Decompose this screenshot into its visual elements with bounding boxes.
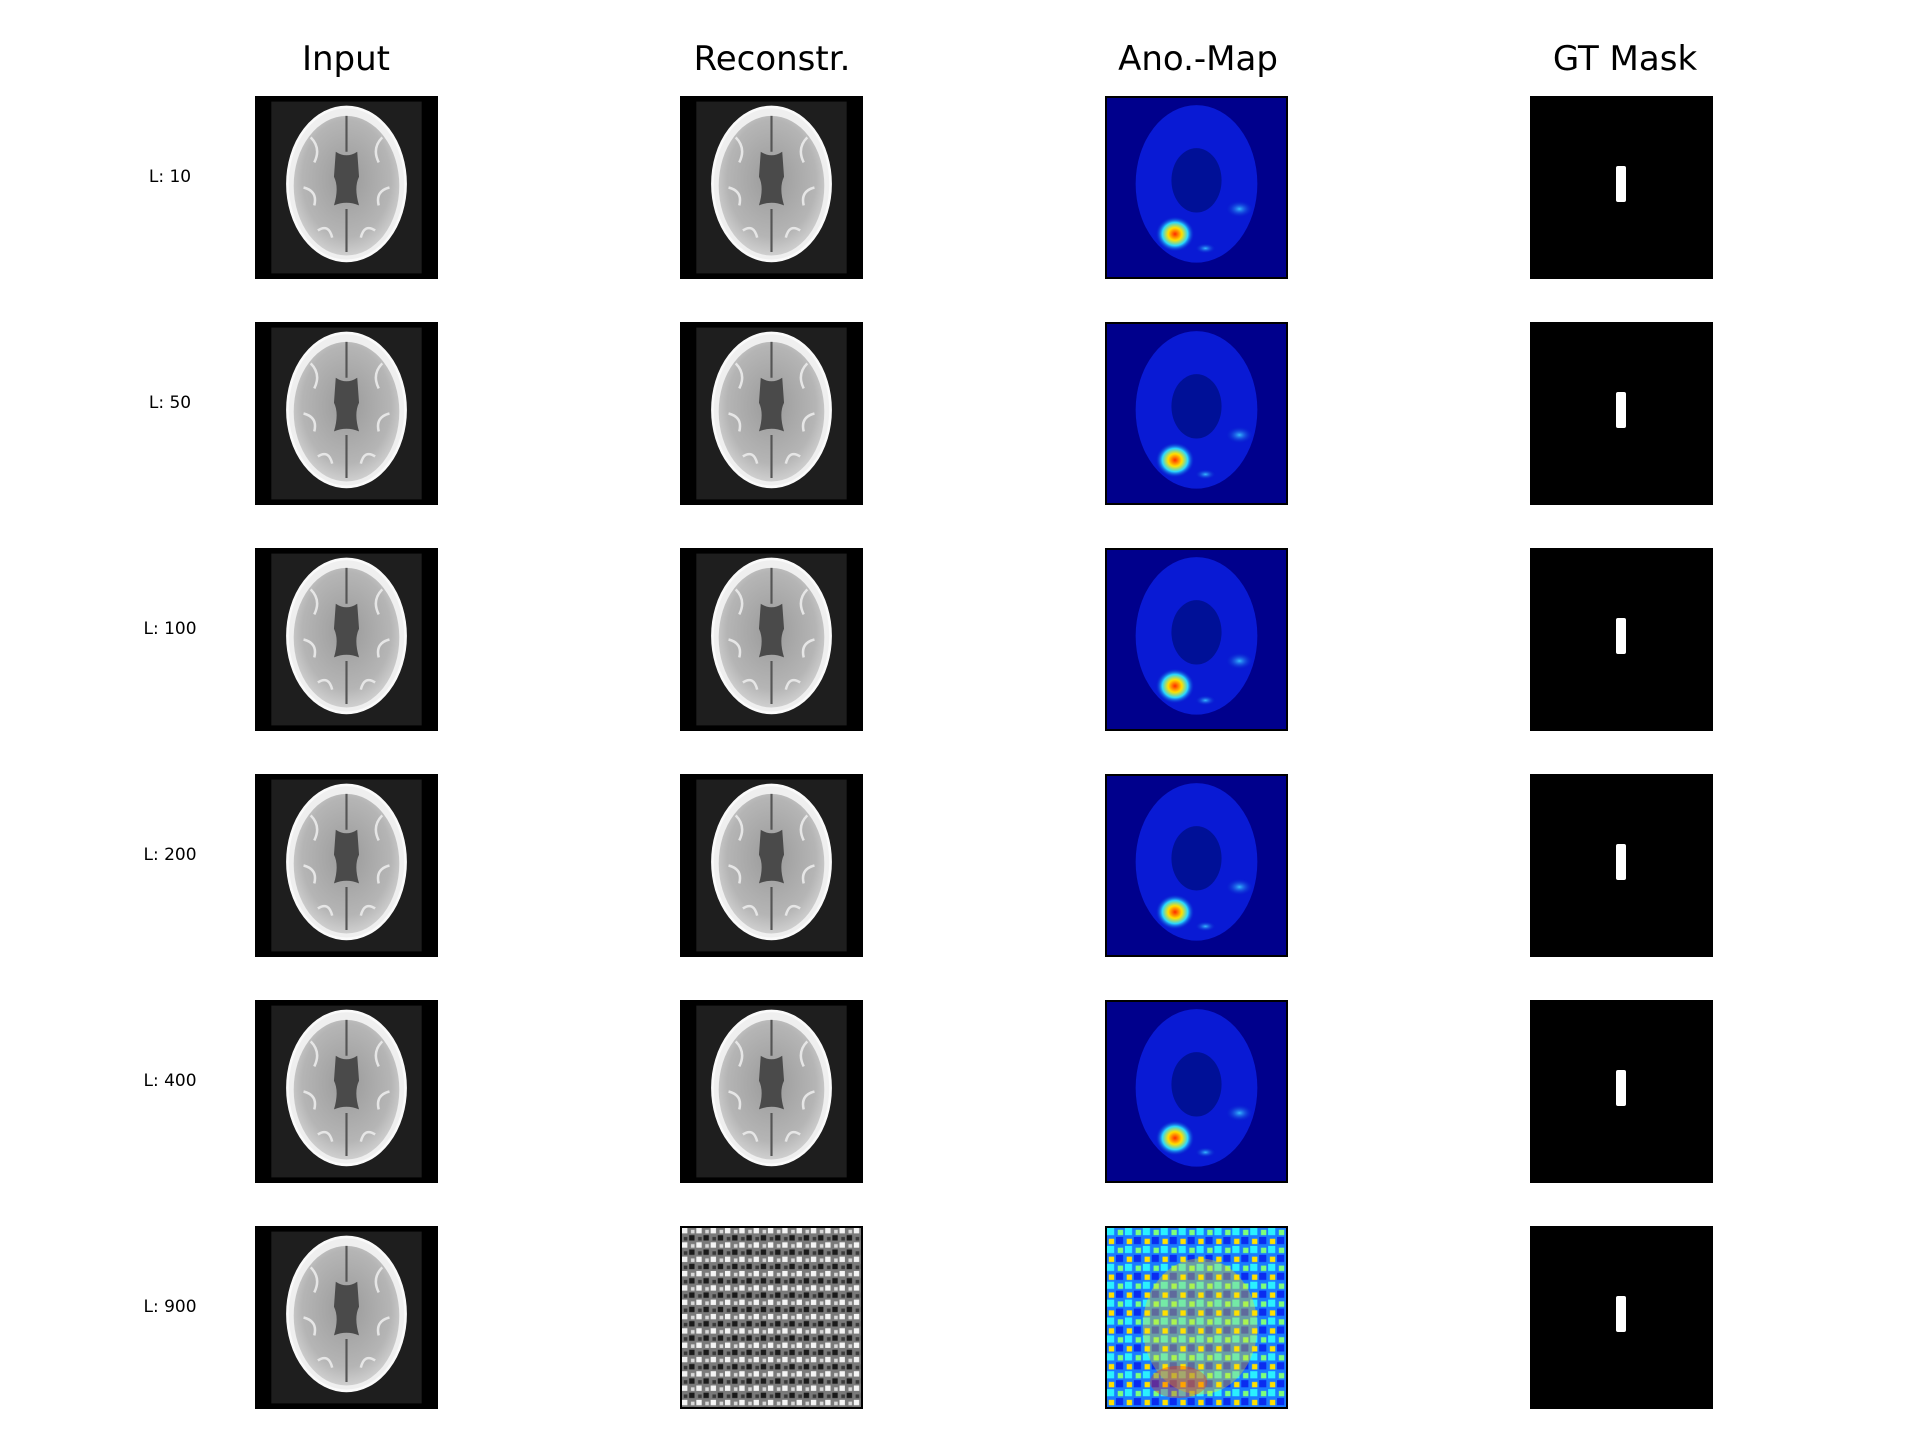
gt-mask-image — [1530, 96, 1713, 279]
reconstruction-image — [680, 1000, 863, 1183]
input-image — [255, 548, 438, 731]
reconstruction-image — [680, 548, 863, 731]
input-image — [255, 1000, 438, 1183]
row-label: L: 900 — [143, 1297, 197, 1317]
gt-mask-image — [1530, 1226, 1713, 1409]
input-image — [255, 96, 438, 279]
anomaly-map-image — [1105, 548, 1288, 731]
column-header-anomaly-map: Ano.-Map — [1118, 39, 1278, 79]
mask-region — [1616, 392, 1626, 428]
input-image — [255, 1226, 438, 1409]
input-image — [255, 774, 438, 957]
column-header-gt-mask: GT Mask — [1552, 39, 1698, 79]
gt-mask-image — [1530, 548, 1713, 731]
gt-mask-image — [1530, 774, 1713, 957]
anomaly-map-image — [1105, 774, 1288, 957]
row-label: L: 200 — [143, 845, 197, 865]
anomaly-map-image — [1105, 322, 1288, 505]
row-label: L: 50 — [148, 393, 192, 413]
mask-region — [1616, 1070, 1626, 1106]
anomaly-map-image — [1105, 1226, 1288, 1409]
anomaly-map-image — [1105, 96, 1288, 279]
gt-mask-image — [1530, 1000, 1713, 1183]
reconstruction-image — [680, 1226, 863, 1409]
row-label: L: 10 — [148, 167, 192, 187]
reconstruction-image — [680, 322, 863, 505]
column-header-input: Input — [301, 39, 391, 79]
row-label: L: 100 — [143, 619, 197, 639]
reconstruction-image — [680, 96, 863, 279]
gt-mask-image — [1530, 322, 1713, 505]
mask-region — [1616, 166, 1626, 202]
column-header-reconstruction: Reconstr. — [693, 39, 851, 79]
input-image — [255, 322, 438, 505]
mask-region — [1616, 618, 1626, 654]
reconstruction-image — [680, 774, 863, 957]
mask-region — [1616, 844, 1626, 880]
mask-region — [1616, 1296, 1626, 1332]
anomaly-map-image — [1105, 1000, 1288, 1183]
row-label: L: 400 — [143, 1071, 197, 1091]
